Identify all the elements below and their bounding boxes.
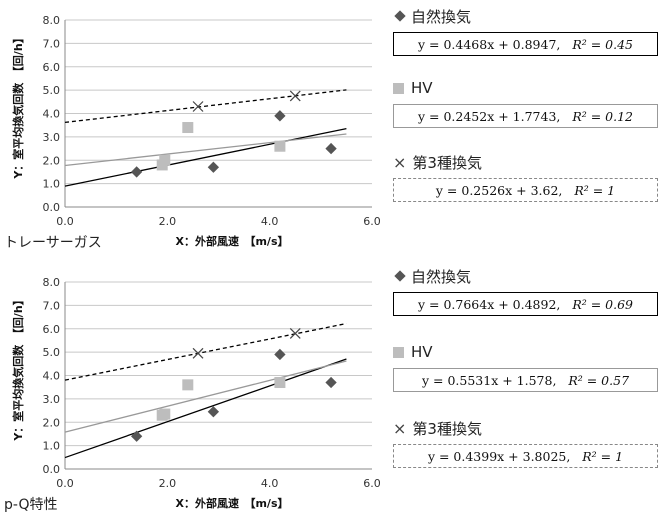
y-tick-label: 4.0 [43, 108, 61, 121]
point-cross [192, 347, 204, 359]
y-tick-label: 2.0 [43, 154, 61, 167]
y-tick-label: 1.0 [43, 178, 61, 191]
trendline-diamond [64, 358, 347, 459]
x-tick-label: 0.0 [56, 215, 74, 228]
y-tick-label: 3.0 [43, 131, 61, 144]
y-tick-label: 8.0 [43, 14, 61, 27]
point-diamond [130, 166, 143, 178]
chart-caption: p-Q特性 [4, 497, 57, 513]
equation-hv-bottom: y = 0.5531x + 1.578, R² = 0.57 [393, 368, 658, 392]
point-diamond [274, 110, 286, 122]
diamond-icon [394, 10, 406, 22]
y-tick-label: 6.0 [43, 61, 61, 74]
point-square [182, 379, 194, 391]
point-diamond [207, 406, 220, 418]
x-tick-label: 6.0 [363, 215, 381, 228]
chart-bottom: 0.0 1.0 2.0 3.0 4.0 5.0 6.0 7.0 8.0 0.0 2.0 4.0 6.0 Y… [4, 276, 381, 513]
legend-natural-bottom: 自然換気 [393, 266, 658, 286]
point-cross [192, 101, 204, 112]
diamond-icon [394, 270, 406, 282]
cross-stroke [289, 328, 301, 339]
y-tick-label: 7.0 [43, 37, 61, 50]
y-tick-label: 2.0 [43, 416, 61, 429]
trendline-square [64, 360, 347, 433]
legend-type3-bottom: × 第3種換気 [393, 418, 482, 438]
chart-top: 0.0 1.0 2.0 3.0 4.0 5.0 6.0 7.0 8.0 0.0 2.0 4.0 6.0 Y… [4, 14, 381, 251]
trendline-diamond [64, 128, 347, 187]
chart-caption: トレーサーガス [4, 235, 102, 251]
trendline-cross [64, 89, 347, 124]
point-diamond [325, 376, 337, 389]
equation-type3-bottom: y = 0.4399x + 3.8025, R² = 1 [393, 444, 658, 468]
cross-stroke [192, 347, 204, 359]
equation-hv-top: y = 0.2452x + 1.7743, R² = 0.12 [393, 104, 658, 128]
point-square [182, 122, 194, 134]
point-diamond [207, 161, 220, 173]
legend-hv-top: HV [393, 78, 658, 98]
cross-stroke [289, 90, 301, 102]
y-tick-label: 5.0 [43, 346, 61, 359]
x-tick-label: 6.0 [363, 477, 381, 490]
y-tick-label: 3.0 [43, 393, 61, 406]
point-square [159, 154, 171, 166]
equation-natural-bottom: y = 0.7664x + 0.4892, R² = 0.69 [393, 292, 658, 316]
x-tick-label: 4.0 [261, 477, 279, 490]
y-tick-label: 7.0 [43, 299, 61, 312]
legend-hv-bottom: HV [393, 342, 658, 362]
x-axis-label: X：外部風速 【m/s】 [175, 234, 288, 248]
point-diamond [325, 142, 337, 155]
y-tick-label: 4.0 [43, 370, 61, 383]
x-tick-label: 2.0 [159, 215, 177, 228]
point-square [274, 377, 286, 389]
x-tick-label: 4.0 [261, 215, 279, 228]
cross-icon: × [393, 418, 407, 438]
legend-top: 自然換気 y = 0.4468x + 0.8947, R² = 0.45 HV … [393, 6, 658, 202]
point-diamond [130, 430, 143, 442]
trendline-square [64, 133, 347, 167]
x-tick-label: 0.0 [56, 477, 74, 490]
legend-bottom: 自然換気 y = 0.7664x + 0.4892, R² = 0.69 HV … [393, 266, 658, 468]
y-tick-label: 1.0 [43, 440, 61, 453]
x-axis-label: X：外部風速 【m/s】 [175, 496, 288, 510]
square-icon [393, 82, 404, 94]
y-axis-label: Y：室平均換気回数 【回/h】 [11, 294, 25, 441]
y-tick-label: 0.0 [43, 463, 61, 476]
y-axis-label: Y：室平均換気回数 【回/h】 [11, 32, 25, 179]
legend-natural-top: 自然換気 [393, 6, 658, 26]
legend-type3-top: × 第3種換気 [393, 152, 482, 172]
y-tick-label: 8.0 [43, 276, 61, 289]
cross-icon: × [393, 152, 407, 172]
point-cross [289, 90, 301, 102]
y-tick-label: 6.0 [43, 323, 61, 336]
point-cross [289, 328, 301, 339]
equation-natural-top: y = 0.4468x + 0.8947, R² = 0.45 [393, 32, 658, 56]
cross-stroke [192, 101, 204, 112]
point-square [274, 140, 286, 152]
y-tick-label: 0.0 [43, 201, 61, 214]
y-tick-label: 5.0 [43, 84, 61, 97]
point-diamond [274, 348, 286, 361]
square-icon [393, 346, 404, 358]
equation-type3-top: y = 0.2526x + 3.62, R² = 1 [393, 178, 658, 202]
x-tick-label: 2.0 [159, 477, 177, 490]
trendline-cross [64, 322, 347, 381]
point-square [159, 408, 171, 420]
